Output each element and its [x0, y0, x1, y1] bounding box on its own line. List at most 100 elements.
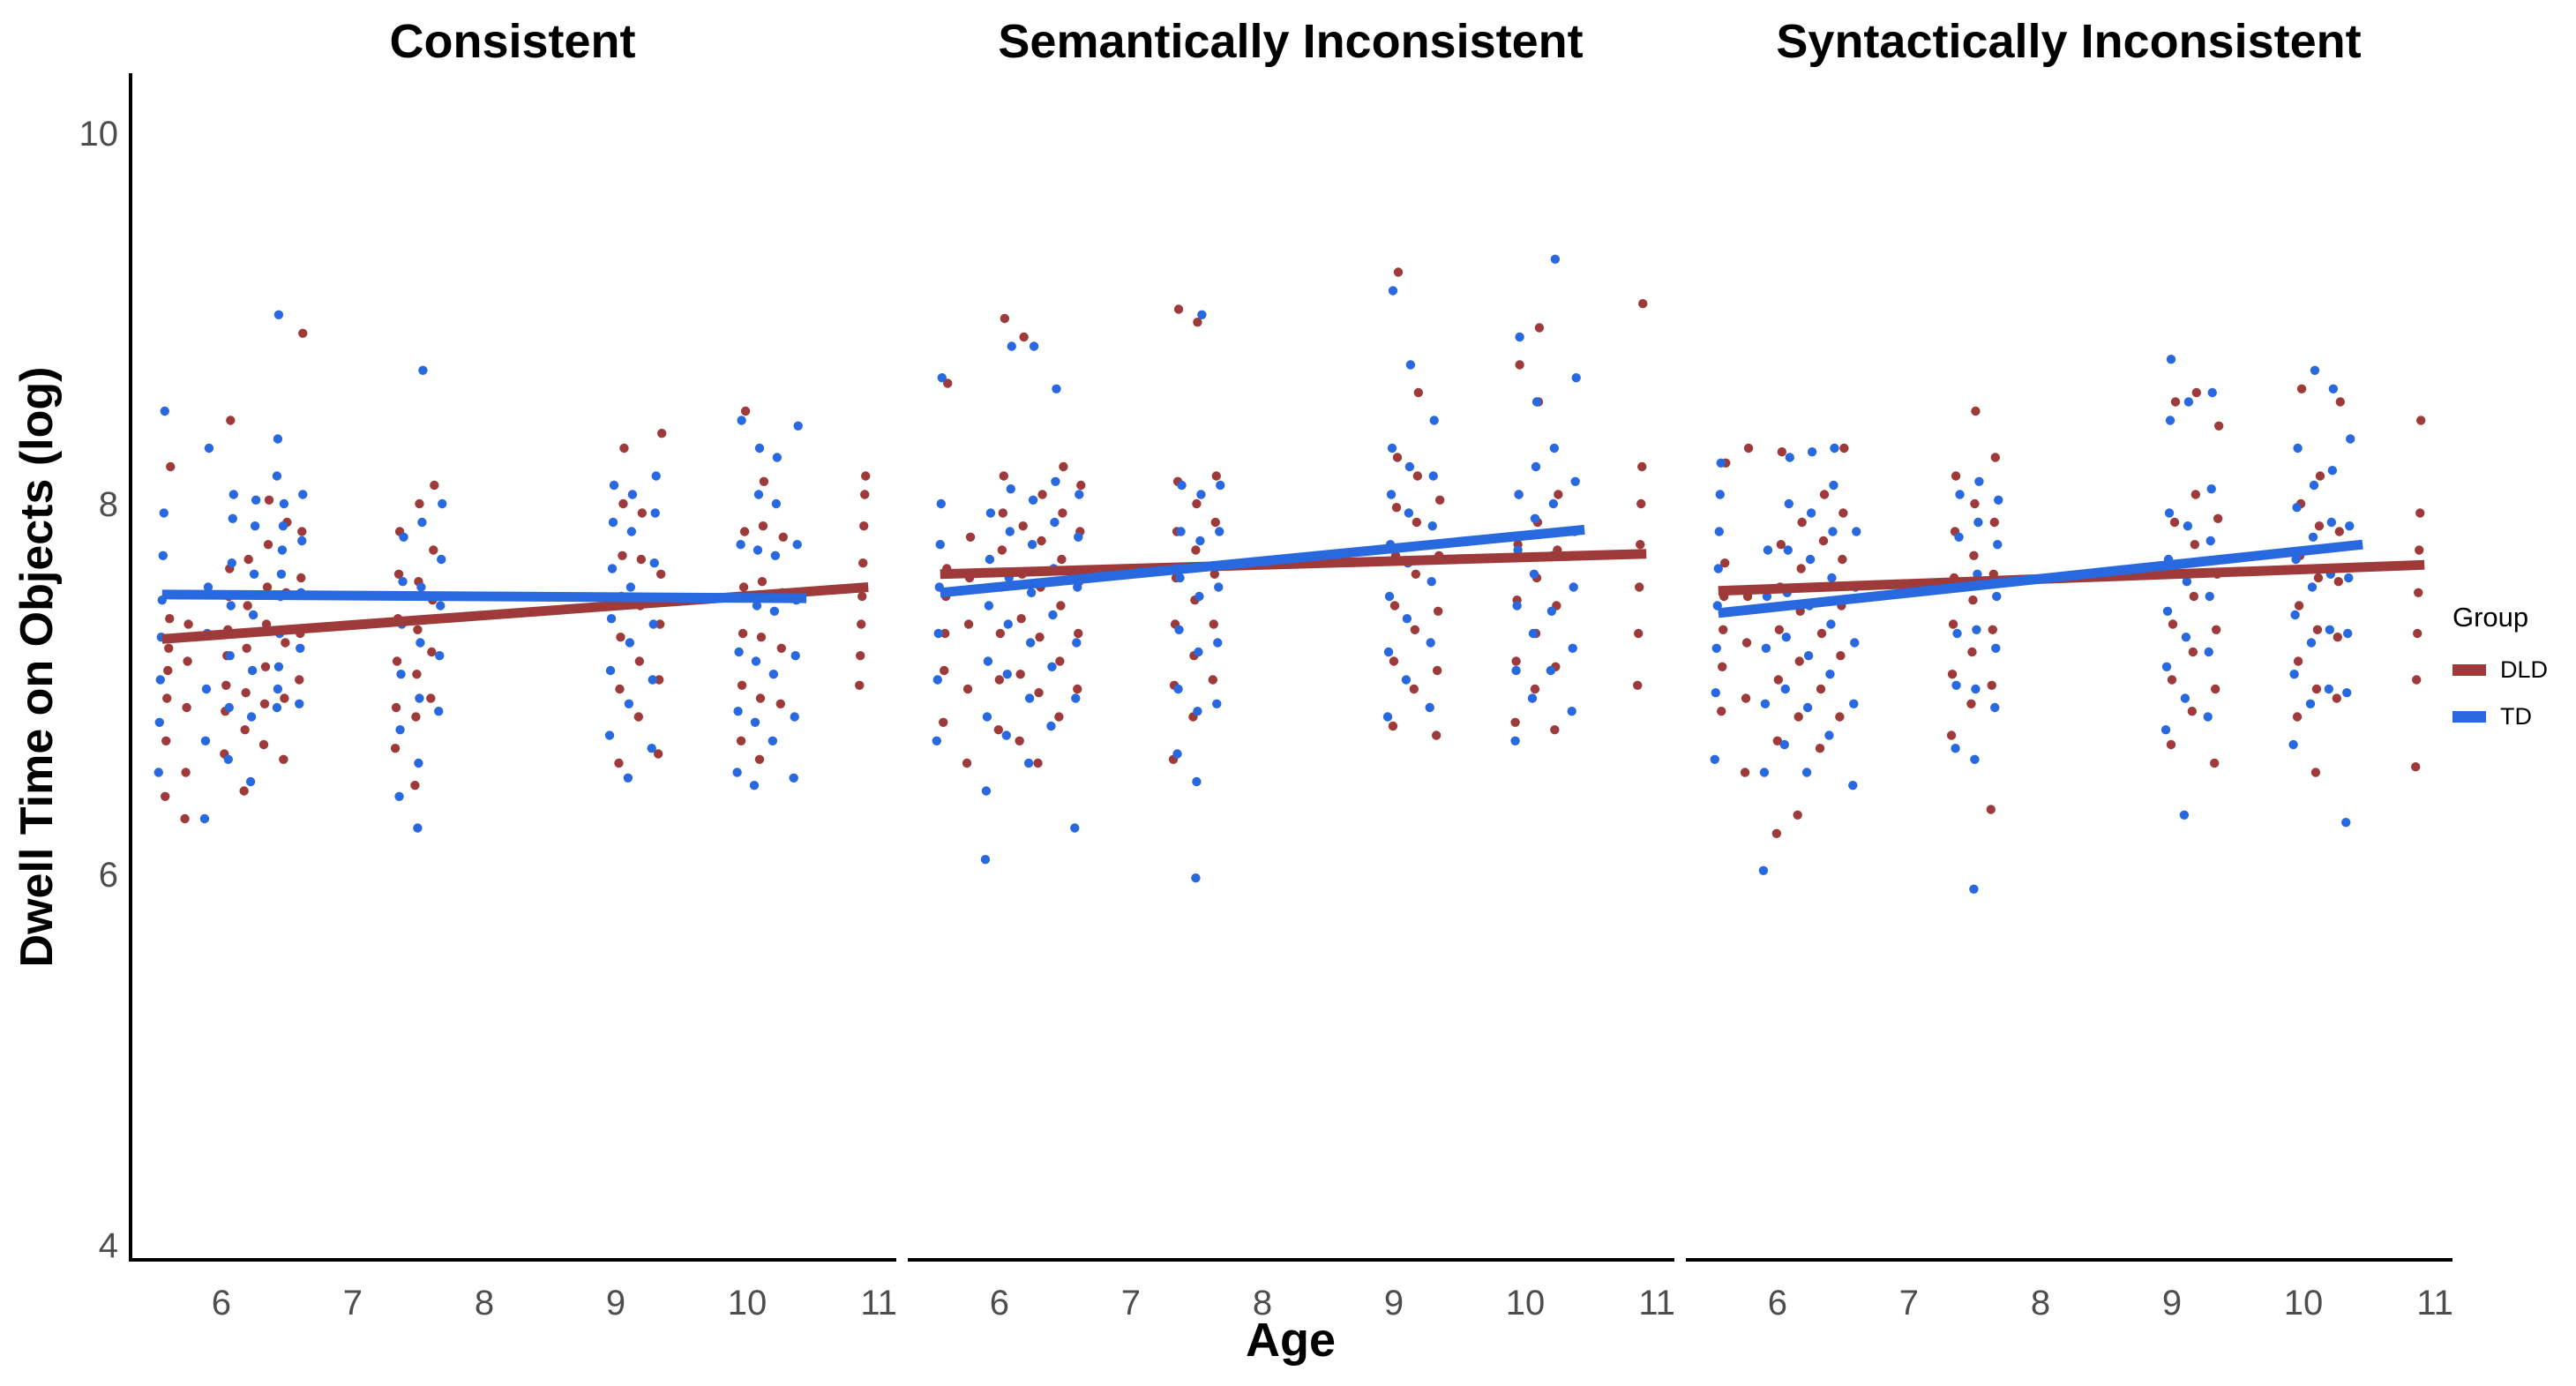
scatter-point — [1510, 717, 1520, 727]
scatter-point — [759, 476, 769, 486]
scatter-point — [993, 725, 1004, 735]
scatter-point — [1006, 484, 1015, 494]
scatter-point — [1530, 684, 1540, 694]
scatter-point — [994, 675, 1005, 685]
scatter-point — [1635, 582, 1644, 592]
scatter-point — [1426, 638, 1435, 648]
scatter-point — [1969, 884, 1979, 894]
scatter-point — [736, 736, 746, 745]
scatter-point — [753, 545, 763, 555]
scatter-point — [736, 540, 745, 550]
scatter-point — [1194, 647, 1203, 657]
scatter-point — [614, 758, 624, 768]
scatter-point — [1780, 684, 1790, 694]
scatter-point — [2169, 517, 2180, 528]
scatter-point — [412, 670, 422, 679]
x-tick-label: 7 — [1899, 1284, 1919, 1322]
scatter-point — [2165, 416, 2175, 425]
scatter-point — [1382, 712, 1393, 722]
scatter-point — [1717, 707, 1726, 716]
scatter-point — [1839, 443, 1849, 453]
scatter-point — [394, 791, 404, 801]
scatter-point — [2328, 384, 2339, 393]
scatter-point — [1015, 736, 1024, 745]
y-tick-label: 10 — [79, 115, 119, 154]
scatter-point — [1776, 540, 1786, 550]
scatter-point — [1196, 490, 1206, 499]
scatter-point — [937, 373, 947, 383]
scatter-point — [224, 702, 234, 713]
scatter-point — [1057, 554, 1067, 565]
scatter-point — [751, 656, 761, 666]
scatter-point — [1848, 781, 1858, 790]
scatter-point — [1216, 480, 1225, 491]
scatter-point — [395, 725, 405, 735]
dld-line-swatch-icon — [2452, 664, 2486, 676]
scatter-point — [239, 786, 249, 796]
scatter-point — [183, 619, 193, 629]
scatter-point — [770, 551, 781, 560]
scatter-point — [1797, 517, 1807, 528]
scatter-point — [1829, 480, 1838, 491]
scatter-point — [2346, 434, 2355, 444]
scatter-point — [633, 712, 644, 722]
scatter-point — [1210, 517, 1220, 528]
scatter-point — [980, 855, 991, 865]
scatter-point — [623, 773, 633, 783]
scatter-point — [426, 693, 436, 703]
scatter-point — [398, 577, 408, 587]
scatter-point — [1405, 360, 1416, 370]
scatter-point — [1037, 536, 1046, 546]
scatter-point — [296, 573, 306, 583]
scatter-point — [768, 670, 779, 679]
scatter-point — [258, 739, 269, 750]
scatter-point — [437, 554, 446, 565]
scatter-point — [2289, 670, 2299, 679]
scatter-point — [1393, 267, 1404, 277]
scatter-point — [775, 699, 785, 708]
scatter-point — [1793, 810, 1802, 820]
td-line-swatch-icon — [2452, 711, 2486, 723]
scatter-point — [1404, 508, 1414, 518]
scatter-point — [1835, 712, 1845, 722]
scatter-point — [627, 490, 638, 499]
scatter-point — [1208, 675, 1217, 685]
scatter-point — [259, 699, 270, 708]
scatter-point — [1051, 476, 1060, 486]
x-tick-label: 6 — [212, 1284, 231, 1322]
scatter-point — [1760, 699, 1771, 708]
scatter-point — [981, 786, 992, 796]
scatter-point — [242, 643, 251, 653]
legend: Group DLD TD — [2452, 602, 2548, 750]
scatter-point — [1638, 299, 1648, 309]
scatter-point — [245, 776, 256, 787]
scatter-point — [1074, 532, 1083, 542]
scatter-point — [1174, 625, 1184, 634]
scatter-point — [734, 647, 744, 657]
x-tick-label: 8 — [475, 1284, 494, 1322]
scatter-point — [225, 651, 235, 661]
scatter-point — [1986, 805, 1996, 814]
scatter-point — [1072, 638, 1082, 648]
scatter-point — [295, 699, 304, 708]
scatter-point — [615, 684, 625, 694]
scatter-point — [1193, 707, 1202, 716]
scatter-point — [2341, 818, 2351, 828]
scatter-point — [1173, 304, 1184, 314]
scatter-point — [1711, 688, 1720, 698]
scatter-point — [1034, 688, 1044, 698]
scatter-point — [1193, 318, 1202, 327]
scatter-point — [1511, 665, 1521, 676]
scatter-point — [606, 614, 617, 624]
scatter-point — [943, 378, 953, 388]
scatter-point — [2191, 387, 2202, 398]
scatter-point — [756, 633, 767, 642]
scatter-point — [416, 582, 426, 592]
scatter-point — [1816, 628, 1827, 639]
scatter-point — [1410, 625, 1420, 634]
scatter-point — [390, 744, 401, 753]
scatter-point — [1550, 725, 1560, 735]
scatter-point — [2180, 693, 2190, 703]
scatter-point — [1028, 495, 1038, 505]
